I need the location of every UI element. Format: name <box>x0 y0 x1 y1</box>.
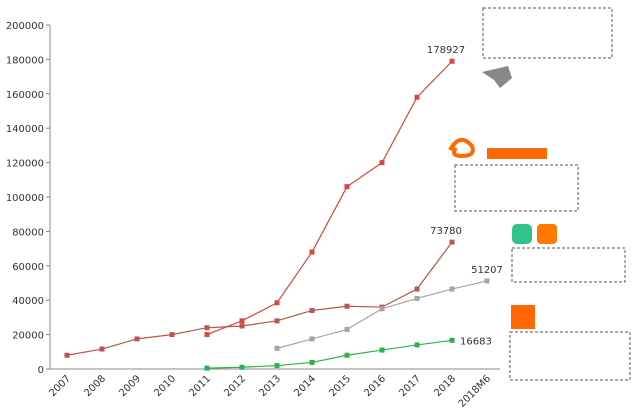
series-line <box>276 280 488 349</box>
point <box>239 323 245 329</box>
data-label: 73780 <box>430 226 462 237</box>
y-tick-label: 140000 <box>6 124 44 135</box>
point <box>344 326 350 332</box>
point <box>344 184 350 190</box>
y-tick-label: 200000 <box>6 21 44 32</box>
point <box>274 345 280 351</box>
point <box>204 365 210 371</box>
y-tick-label: 20000 <box>12 331 44 342</box>
point <box>379 347 385 353</box>
y-tick-label: 0 <box>38 365 44 376</box>
annotation-box <box>454 164 579 212</box>
point <box>169 332 175 338</box>
x-tick-label: 2015 <box>327 373 353 399</box>
point <box>449 286 455 292</box>
y-tick-label: 160000 <box>6 90 44 101</box>
point <box>379 306 385 312</box>
point <box>239 318 245 324</box>
x-tick-label: 2008 <box>82 373 108 399</box>
x-tick-label: 2014 <box>292 373 318 399</box>
series-line <box>206 339 453 369</box>
x-tick-label: 2012 <box>222 373 248 399</box>
point <box>414 94 420 100</box>
x-tick-label: 2007 <box>47 373 73 399</box>
point <box>344 352 350 358</box>
series-line <box>206 60 453 336</box>
y-tick-label: 40000 <box>12 296 44 307</box>
x-tick-label: 2013 <box>257 373 283 399</box>
data-label: 51207 <box>471 265 503 276</box>
point <box>414 286 420 292</box>
logo-dp-icon <box>537 224 557 244</box>
point <box>309 249 315 255</box>
y-tick-label: 180000 <box>6 55 44 66</box>
x-tick-label: 2018 <box>432 373 458 399</box>
point <box>414 295 420 301</box>
point <box>414 342 420 348</box>
x-tick-label: 2009 <box>117 373 143 399</box>
point <box>309 308 315 314</box>
data-label: 178927 <box>427 45 465 56</box>
logo-ali-box <box>487 148 547 159</box>
point <box>344 303 350 309</box>
point <box>379 160 385 166</box>
point <box>239 364 245 370</box>
logo-mi-icon <box>511 305 535 329</box>
y-tick-label: 80000 <box>12 227 44 238</box>
y-tick-label: 100000 <box>6 193 44 204</box>
point <box>134 336 140 342</box>
point <box>204 325 210 331</box>
point <box>99 346 105 352</box>
x-tick-label: 2016 <box>362 373 388 399</box>
x-tick-label: 2010 <box>152 373 178 399</box>
point <box>309 359 315 365</box>
point <box>449 239 455 245</box>
y-tick-label: 120000 <box>6 159 44 170</box>
annotation-box <box>511 247 626 283</box>
logo-mt-icon <box>512 224 532 244</box>
point <box>449 337 455 343</box>
y-tick-label: 60000 <box>12 262 44 273</box>
point <box>204 332 210 338</box>
point <box>274 363 280 369</box>
x-tick-label: 2018M6 <box>457 373 493 409</box>
annotation-box <box>509 331 631 381</box>
point <box>64 352 70 358</box>
point <box>309 336 315 342</box>
point <box>274 318 280 324</box>
point <box>484 278 490 284</box>
x-tick-label: 2011 <box>187 373 213 399</box>
data-label: 16683 <box>460 336 492 347</box>
point <box>449 58 455 64</box>
series-line <box>66 241 453 356</box>
annotation-box <box>482 7 613 59</box>
logo-jd-dog <box>482 66 512 88</box>
logo-ali-icon <box>448 138 475 159</box>
x-tick-label: 2017 <box>397 373 423 399</box>
point <box>274 300 280 306</box>
